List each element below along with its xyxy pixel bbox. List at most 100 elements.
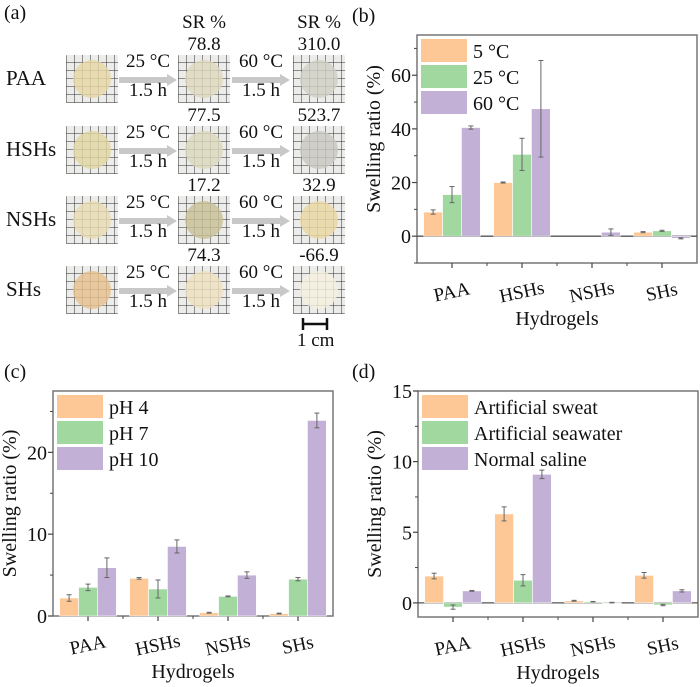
legend-label: Normal saline [474, 449, 587, 471]
legend-label: 5 °C [473, 41, 509, 63]
sr-value-60: -66.9 [299, 245, 339, 266]
hydrogel-sample [185, 131, 223, 169]
legend-swatch [422, 421, 468, 444]
hydrogel-sample [185, 271, 223, 309]
condition-time: 1.5 h [242, 291, 280, 312]
sample-photo [178, 126, 230, 174]
x-tick-label: SHs [644, 279, 679, 306]
condition-time: 1.5 h [242, 151, 280, 172]
bar [462, 590, 482, 604]
hydrogel-sample [73, 131, 111, 169]
bar [672, 590, 692, 604]
hydrogel-sample [300, 131, 338, 169]
sample-photo [178, 196, 230, 244]
x-axis-title: Hydrogels [515, 308, 599, 330]
bar [493, 182, 513, 237]
legend-swatch [421, 39, 467, 62]
condition-temp: 25 °C [125, 192, 171, 213]
y-tick-label: 10 [27, 524, 47, 546]
sample-photo [293, 196, 345, 244]
x-tick-label: SHs [280, 632, 315, 659]
sr-value-25: 74.3 [187, 245, 221, 266]
bar [461, 127, 481, 237]
legend-swatch [422, 447, 468, 470]
arrow-right-icon [119, 74, 177, 86]
y-tick-label: 0 [402, 593, 412, 615]
bar [288, 578, 308, 617]
hydrogel-sample [300, 271, 338, 309]
bar [167, 546, 187, 617]
sample-photo [293, 126, 345, 174]
x-tick-label: SHs [645, 633, 680, 660]
y-axis-title: Swelling ratio (%) [364, 430, 386, 578]
sr-value-60: 523.7 [297, 105, 341, 126]
arrow-right-icon [119, 285, 177, 297]
condition-temp: 25 °C [125, 262, 171, 283]
sample-photo [293, 55, 345, 103]
bar [237, 574, 257, 617]
x-tick-label: PAA [432, 278, 472, 306]
condition-temp: 25 °C [125, 122, 171, 143]
legend-swatch [422, 395, 468, 418]
legend-label: Artificial seawater [474, 423, 623, 445]
arrow-right-icon [119, 145, 177, 157]
legend-swatch [57, 447, 103, 470]
legend-swatch [421, 91, 467, 114]
sample-photo [293, 266, 345, 314]
bar [218, 596, 238, 617]
y-tick-label: 20 [391, 173, 411, 195]
arrow-right-icon [232, 145, 290, 157]
y-tick-label: 5 [402, 522, 412, 544]
row-label: HSHs [6, 137, 57, 161]
x-tick-label: NSHs [569, 632, 618, 662]
panel-label: (b) [352, 5, 375, 27]
hydrogel-sample [300, 60, 338, 98]
sample-photo [178, 266, 230, 314]
bar [634, 575, 654, 604]
x-tick-label: HSHs [499, 632, 548, 662]
legend-label: 25 °C [473, 67, 519, 89]
row-label: PAA [6, 66, 47, 90]
legend-swatch [421, 65, 467, 88]
y-tick-label: 0 [37, 606, 47, 628]
row-label: NSHs [6, 207, 57, 231]
condition-temp: 60 °C [238, 122, 284, 143]
condition-time: 1.5 h [129, 221, 167, 242]
sr-value-25: 77.5 [187, 105, 221, 126]
y-axis-title: Swelling ratio (%) [0, 430, 21, 578]
x-tick-label: HSHs [498, 278, 547, 308]
bar [129, 578, 149, 617]
sample-photo [66, 126, 118, 174]
condition-temp: 25 °C [125, 51, 171, 72]
condition-time: 1.5 h [129, 80, 167, 101]
scale-bar [301, 318, 329, 330]
condition-time: 1.5 h [129, 151, 167, 172]
x-axis-title: Hydrogels [151, 661, 235, 683]
sr-value-60: 32.9 [302, 175, 336, 196]
y-axis-title: Swelling ratio (%) [363, 65, 385, 213]
arrow-right-icon [232, 215, 290, 227]
hydrogel-sample [185, 60, 223, 98]
scale-bar-label: 1 cm [297, 330, 335, 351]
sample-photo [178, 55, 230, 103]
arrow-right-icon [232, 285, 290, 297]
sr-header-60: SR % [297, 12, 341, 33]
condition-time: 1.5 h [129, 291, 167, 312]
legend-label: pH 7 [109, 423, 148, 445]
x-tick-label: PAA [68, 631, 108, 659]
sr-value-25: 78.8 [187, 34, 221, 55]
sample-photo [66, 55, 118, 103]
condition-temp: 60 °C [238, 192, 284, 213]
x-axis-title: Hydrogels [516, 662, 600, 684]
bar [78, 587, 98, 617]
chart-d: (d) 0 5 10 15 PAA HSHs NSHs SHs Hydrogels Swelling… [352, 361, 699, 684]
x-tick-label: HSHs [134, 631, 183, 661]
sr-value-25: 17.2 [187, 175, 221, 196]
hydrogel-sample [73, 271, 111, 309]
x-tick-label: PAA [433, 632, 473, 660]
y-tick-label: 40 [391, 119, 411, 141]
legend-label: pH 4 [109, 397, 148, 419]
sr-value-60: 310.0 [297, 34, 341, 55]
bar [307, 420, 327, 617]
